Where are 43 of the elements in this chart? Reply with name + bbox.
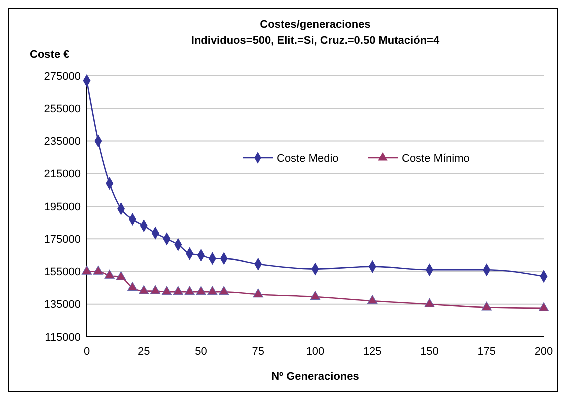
x-tick-label: 75 (252, 346, 264, 358)
y-axis-title: Coste € (30, 49, 70, 61)
point (104, 270, 115, 279)
x-tick-label: 125 (363, 346, 382, 358)
point (218, 286, 230, 296)
point (253, 288, 264, 298)
point (128, 282, 138, 292)
y-tick-label: 255000 (44, 103, 81, 116)
x-tick-label: 175 (478, 346, 496, 358)
y-tick-label: 215000 (44, 168, 81, 181)
x-axis-title: Nº Generaciones (272, 371, 360, 383)
point (310, 291, 321, 300)
y-tick-label: 235000 (44, 136, 81, 148)
point (162, 286, 172, 296)
point (482, 302, 492, 311)
y-tick-label: 115000 (45, 332, 81, 344)
point (150, 285, 161, 294)
x-tick-label: 25 (138, 346, 150, 358)
x-tick-label: 50 (195, 346, 208, 358)
y-tick-label: 195000 (44, 201, 81, 214)
legend-label: Coste Mínimo (402, 152, 470, 165)
point (196, 286, 206, 296)
point (184, 286, 195, 296)
point (368, 295, 378, 304)
x-tick-label: 0 (84, 346, 90, 358)
x-tick-label: 100 (306, 346, 325, 358)
y-tick-label: 135000 (44, 299, 81, 312)
point (93, 266, 104, 275)
point (208, 286, 218, 296)
y-tick-label: 175000 (44, 234, 81, 246)
point (538, 302, 550, 312)
point (116, 272, 126, 281)
chart-subtitle: Individuos=500, Elit.=Si, Cruz.=0.50 Mutación=4 (191, 35, 440, 47)
point (424, 298, 435, 308)
chart-title: Costes/generaciones (260, 19, 371, 31)
point (139, 285, 150, 294)
point (82, 266, 92, 275)
y-tick-label: 155000 (44, 266, 81, 279)
x-tick-label: 200 (534, 346, 554, 358)
x-tick-label: 150 (420, 346, 439, 358)
point (173, 286, 184, 296)
legend-label: Coste Medio (277, 152, 339, 165)
y-tick-label: 275000 (44, 70, 81, 83)
